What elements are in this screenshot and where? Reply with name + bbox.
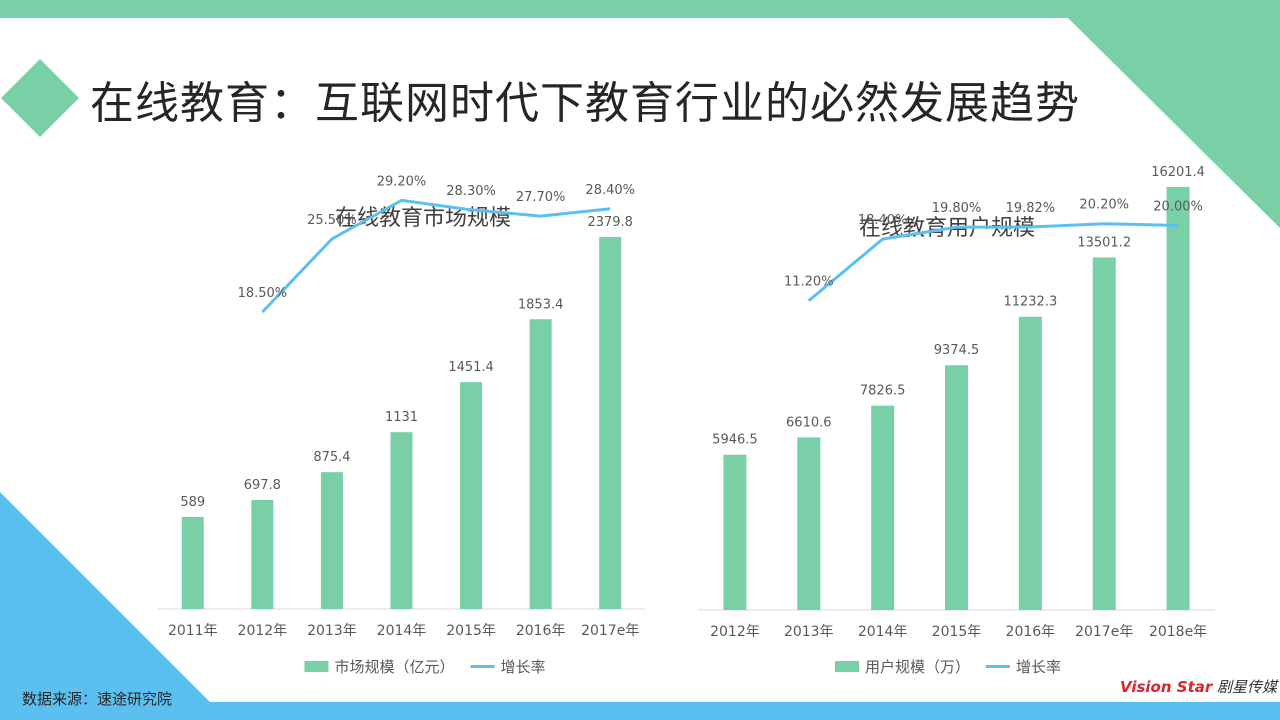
x-tick-label-0: 2011年 [168, 623, 218, 639]
x-tick-label-4: 2016年 [1006, 624, 1056, 640]
bar-6 [599, 236, 622, 609]
legend-line-swatch [470, 665, 495, 668]
growth-rate-label-4: 28.30% [446, 184, 496, 199]
x-tick-label-5: 2017e年 [1075, 624, 1133, 640]
legend-bar-label: 市场规模（亿元） [334, 658, 455, 676]
x-tick-label-1: 2012年 [238, 623, 288, 639]
growth-rate-line [261, 198, 611, 314]
x-tick-label-2: 2014年 [858, 624, 908, 640]
x-tick-label-3: 2015年 [932, 624, 982, 640]
bar-0 [723, 454, 747, 610]
bar-3 [390, 432, 413, 609]
growth-rate-label-3: 29.20% [377, 174, 427, 189]
bar-5 [529, 319, 552, 609]
growth-rate-label-2: 18.40% [858, 213, 908, 228]
bar-value-label-4: 11232.3 [1003, 295, 1057, 310]
chart-2-legend: 用户规模（万） 增长率 [834, 656, 1062, 677]
bottom-accent-bar [0, 702, 1280, 720]
top-accent-bar [0, 0, 1280, 18]
x-tick-label-6: 2018e年 [1149, 624, 1207, 640]
logo-text-cn: 剧星传媒 [1217, 678, 1278, 696]
legend-line-label: 增长率 [1016, 658, 1062, 676]
bar-2 [871, 405, 895, 610]
title-diamond-icon [1, 59, 79, 137]
bar-1 [251, 499, 274, 609]
bar-2 [320, 472, 343, 609]
bar-value-label-3: 9374.5 [934, 343, 980, 358]
bar-value-label-2: 7826.5 [860, 384, 906, 399]
growth-rate-label-1: 11.20% [784, 275, 834, 290]
x-tick-label-3: 2014年 [377, 623, 427, 639]
bar-value-label-5: 1853.4 [518, 297, 564, 312]
legend-line-swatch [986, 665, 1010, 668]
x-tick-label-5: 2016年 [516, 623, 566, 639]
growth-rate-label-6: 20.00% [1153, 199, 1203, 214]
x-tick-label-0: 2012年 [710, 624, 760, 640]
growth-rate-line [807, 222, 1179, 302]
bar-1 [797, 437, 821, 610]
bottom-left-triangle [0, 492, 210, 702]
bar-value-label-5: 13501.2 [1077, 235, 1131, 250]
data-source-note: 数据来源：速途研究院 [22, 690, 173, 708]
x-tick-label-1: 2013年 [784, 624, 834, 640]
x-tick-label-6: 2017e年 [581, 623, 639, 639]
brand-logo: Vision Star 剧星传媒 [1120, 676, 1277, 697]
bar-value-label-2: 875.4 [313, 450, 350, 465]
x-tick-label-2: 2013年 [307, 623, 357, 639]
growth-rate-label-3: 19.80% [932, 201, 982, 216]
growth-rate-label-4: 19.82% [1006, 201, 1056, 216]
growth-rate-label-5: 27.70% [516, 190, 566, 205]
bar-5 [1092, 257, 1116, 610]
legend-line-label: 增长率 [500, 658, 546, 676]
bar-value-label-6: 16201.4 [1151, 165, 1205, 180]
bar-3 [945, 365, 968, 610]
growth-rate-label-6: 28.40% [585, 183, 635, 198]
legend-bar-swatch [304, 661, 329, 672]
growth-rate-label-1: 18.50% [238, 286, 288, 301]
bar-value-label-0: 5946.5 [712, 433, 758, 448]
bar-value-label-4: 1451.4 [448, 360, 494, 375]
bar-value-label-3: 1131 [385, 410, 418, 425]
x-tick-label-4: 2015年 [446, 623, 496, 639]
bar-0 [181, 516, 204, 609]
top-right-triangle [1068, 18, 1280, 228]
bar-value-label-0: 589 [180, 495, 205, 510]
bar-6 [1166, 186, 1190, 610]
growth-rate-label-5: 20.20% [1079, 198, 1129, 213]
bar-4 [460, 382, 483, 609]
bar-value-label-1: 697.8 [244, 478, 281, 493]
bar-4 [1018, 316, 1042, 610]
bar-value-label-1: 6610.6 [786, 415, 832, 430]
slide-title: 在线教育：互联网时代下教育行业的必然发展趋势 [90, 78, 1080, 129]
legend-bar-label: 用户规模（万） [864, 658, 970, 676]
chart-1-legend: 市场规模（亿元） 增长率 [304, 656, 546, 677]
legend-bar-swatch [834, 661, 859, 672]
growth-rate-label-2: 25.50% [307, 213, 357, 228]
logo-text-en: Vision Star [1120, 678, 1213, 696]
bar-value-label-6: 2379.8 [587, 215, 633, 230]
